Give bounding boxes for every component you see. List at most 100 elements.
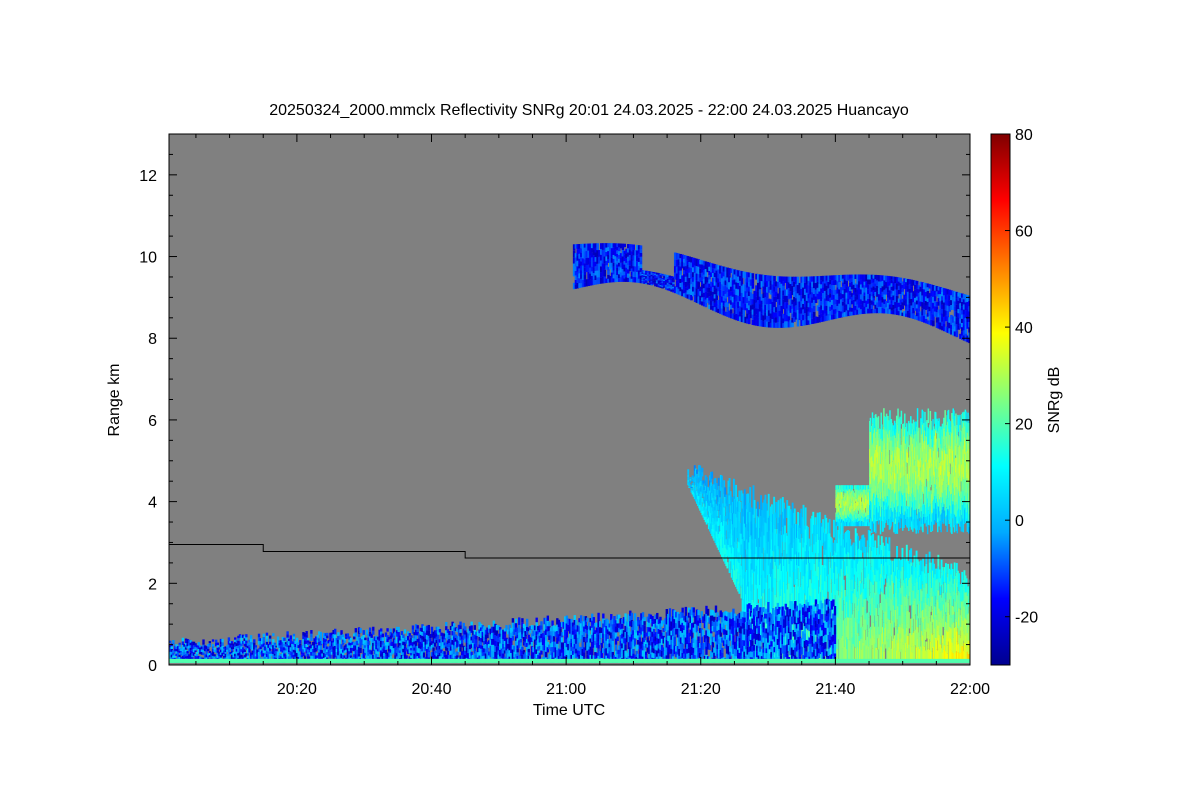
echo-cell [883,308,886,314]
echo-cell [866,576,869,589]
echo-cell [708,304,711,309]
echo-cell [704,480,707,486]
echo-cell [846,589,848,602]
echo-cell [856,605,859,620]
echo-cell [873,638,876,650]
echo-cell [598,277,601,284]
echo-cell [697,288,701,297]
echo-cell [796,293,800,302]
echo-cell [869,535,872,548]
echo-cell [865,281,868,288]
echo-cell [776,276,780,282]
echo-cell [912,291,915,297]
echo-cell [731,546,734,558]
echo-cell [874,304,877,309]
echo-cell [804,551,807,574]
echo-cell [763,553,766,572]
echo-cell [887,565,890,577]
echo-cell [886,496,889,510]
echo-cell [776,555,779,582]
echo-cell [831,294,834,300]
echo-cell [605,256,608,261]
echo-cell [814,276,818,283]
echo-cell [802,575,805,590]
echo-cell [583,251,587,256]
echo-cell [668,278,672,280]
echo-cell [810,531,813,545]
echo-cell [886,275,890,282]
echo-cell [868,644,871,661]
echo-cell [652,272,655,274]
echo-cell [843,288,847,294]
echo-cell [794,305,798,313]
echo-cell [921,295,924,303]
echo-cell [737,541,740,552]
echo-cell [858,561,860,574]
echo-cell [891,600,894,621]
echo-cell [937,441,939,452]
echo-cell [883,613,885,623]
echo-cell [589,249,592,256]
echo-cell [655,274,659,277]
echo-cell [899,277,903,284]
echo-cell [932,314,935,321]
echo-cell [814,282,818,290]
echo-cell [668,275,672,278]
echo-cell [689,484,692,487]
echo-cell [724,280,728,285]
echo-cell [937,457,940,470]
echo-cell [747,300,751,306]
echo-cell [796,578,798,593]
echo-cell [752,543,755,574]
echo-cell [722,548,724,560]
echo-cell [796,565,798,579]
echo-cell [729,519,732,534]
echo-cell [655,272,659,275]
echo-cell [762,315,766,322]
echo-cell [933,619,935,634]
echo-cell [722,291,726,296]
echo-cell [861,535,864,547]
echo-cell [919,296,923,302]
echo-cell [716,531,719,538]
echo-cell [701,293,704,298]
echo-cell [857,513,860,518]
echo-cell [931,583,934,597]
echo-cell [628,244,632,250]
echo-cell [572,263,576,270]
echo-cell [863,310,867,314]
echo-cell [616,257,619,261]
echo-cell [942,288,946,296]
echo-cell [682,281,686,286]
echo-cell [842,640,845,661]
echo-cell [717,278,720,283]
echo-cell [601,249,605,257]
echo-cell [636,244,639,251]
echo-cell [782,581,785,598]
echo-cell [915,308,919,313]
echo-cell [681,282,684,290]
echo-cell [713,529,716,536]
echo-cell [868,294,872,299]
echo-cell [709,516,711,522]
echo-cell [925,612,928,623]
echo-cell [787,583,790,610]
echo-cell [811,302,814,309]
echo-cell [941,326,944,331]
echo-cell [919,560,922,575]
echo-cell [910,279,914,287]
echo-cell [789,526,792,543]
echo-cell [672,280,675,283]
echo-cell [750,535,753,550]
echo-cell [835,593,838,607]
echo-cell [706,261,710,268]
echo-cell [957,296,960,301]
echo-cell [840,311,843,318]
echo-cell [886,641,889,661]
echo-cell [900,582,903,594]
echo-cell [779,579,782,596]
echo-cell [926,313,930,317]
echo-cell [706,277,710,283]
echo-cell [872,534,875,547]
echo-cell [943,417,945,429]
